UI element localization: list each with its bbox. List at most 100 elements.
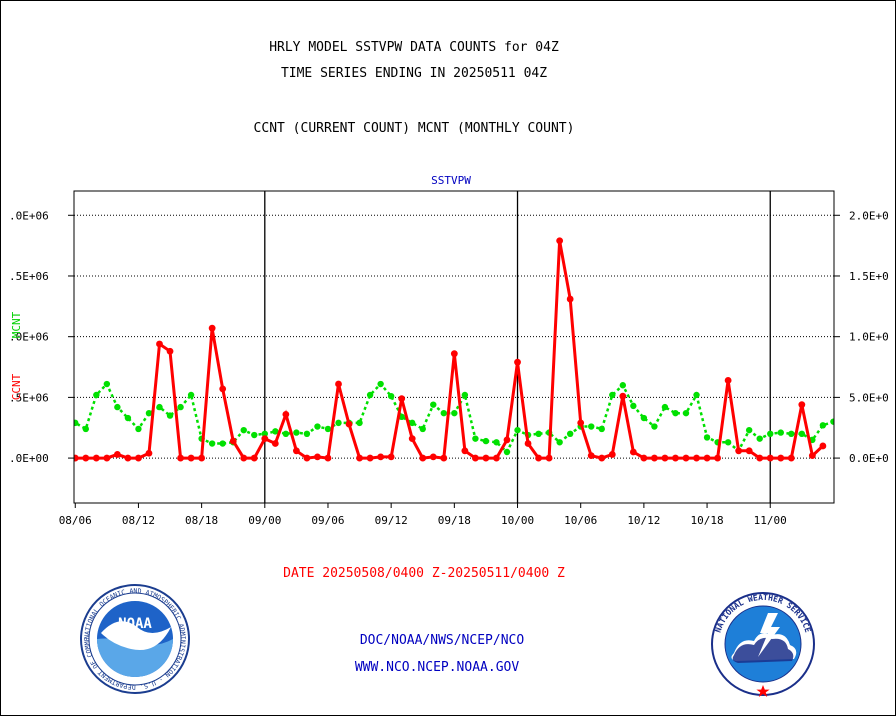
chart-title-line1: HRLY MODEL SSTVPW DATA COUNTS for 04Z xyxy=(269,40,559,55)
noaa-logo-center-text: NOAA xyxy=(118,616,152,632)
website-link[interactable]: WWW.NCO.NCEP.NOAA.GOV xyxy=(354,660,520,675)
data-point-ccnt xyxy=(282,410,290,418)
x-tick-label: 08/18 xyxy=(185,514,218,527)
data-point-mcnt xyxy=(566,430,574,438)
data-point-ccnt xyxy=(219,385,227,393)
data-point-mcnt xyxy=(251,431,258,439)
x-tick-label: 10/18 xyxy=(690,514,723,527)
data-point-ccnt xyxy=(113,451,121,458)
x-tick-label: 08/12 xyxy=(122,514,155,527)
data-point-mcnt xyxy=(356,419,363,427)
data-point-ccnt xyxy=(661,454,669,462)
data-point-ccnt xyxy=(103,454,111,462)
data-point-ccnt xyxy=(419,454,427,462)
data-point-mcnt xyxy=(788,430,795,438)
data-point-mcnt xyxy=(693,391,700,399)
data-point-mcnt xyxy=(777,429,784,436)
y-tick-label-left: .0E+06 xyxy=(9,209,49,222)
data-point-ccnt xyxy=(187,454,195,462)
data-point-mcnt xyxy=(830,418,834,425)
data-point-ccnt xyxy=(51,455,58,462)
date-range-label: DATE 20250508/0400 Z-20250511/0400 Z xyxy=(283,566,565,581)
data-point-ccnt xyxy=(398,395,406,402)
data-point-mcnt xyxy=(440,409,448,417)
data-point-ccnt xyxy=(682,454,690,462)
y-tick-label-right: 1.5E+0 xyxy=(849,270,889,283)
y-tick-label-right: 1.0E+0 xyxy=(849,331,889,344)
data-point-ccnt xyxy=(651,454,658,462)
data-point-mcnt xyxy=(703,434,711,441)
chart-subtitle: CCNT (CURRENT COUNT) MCNT (MONTHLY COUNT… xyxy=(253,121,575,136)
data-point-ccnt xyxy=(82,454,90,462)
nws-logo: NATIONAL WEATHER SERVICE xyxy=(711,592,815,697)
data-point-mcnt xyxy=(366,391,374,399)
data-point-ccnt xyxy=(135,454,142,462)
data-point-ccnt xyxy=(61,455,68,462)
data-point-ccnt xyxy=(461,447,469,455)
data-point-mcnt xyxy=(661,403,669,411)
data-point-ccnt xyxy=(124,454,132,462)
data-point-mcnt xyxy=(430,401,437,408)
x-tick-label: 10/06 xyxy=(564,514,597,527)
x-tick-label: 08/06 xyxy=(59,514,92,527)
data-point-mcnt xyxy=(819,422,827,429)
data-point-ccnt xyxy=(261,435,269,443)
data-point-mcnt xyxy=(272,428,279,435)
data-point-ccnt xyxy=(724,376,732,384)
data-point-ccnt xyxy=(566,295,574,303)
data-point-mcnt xyxy=(756,435,763,442)
data-point-ccnt xyxy=(271,440,279,447)
data-point-ccnt xyxy=(208,324,216,332)
data-point-mcnt xyxy=(767,430,774,438)
data-point-ccnt xyxy=(619,392,627,400)
data-point-mcnt xyxy=(187,391,195,399)
data-point-mcnt xyxy=(419,425,426,433)
data-point-ccnt xyxy=(314,453,321,461)
data-point-mcnt xyxy=(493,439,500,446)
data-point-mcnt xyxy=(166,412,174,419)
data-point-mcnt xyxy=(51,422,57,428)
data-point-ccnt xyxy=(608,451,616,458)
data-point-mcnt xyxy=(114,403,121,411)
data-point-mcnt xyxy=(124,414,132,422)
data-point-mcnt xyxy=(409,419,416,427)
data-point-mcnt xyxy=(62,423,68,429)
data-point-ccnt xyxy=(787,454,795,462)
data-point-ccnt xyxy=(198,454,206,462)
data-point-ccnt xyxy=(493,454,500,462)
data-point-ccnt xyxy=(798,401,806,409)
data-point-mcnt xyxy=(303,430,311,438)
data-point-ccnt xyxy=(156,340,163,348)
y-tick-label-left: .5E+06 xyxy=(9,270,49,283)
data-point-mcnt xyxy=(640,414,648,422)
data-point-ccnt xyxy=(735,447,743,455)
data-point-ccnt xyxy=(756,454,764,462)
x-tick-label: 10/12 xyxy=(627,514,660,527)
data-point-mcnt xyxy=(335,419,342,427)
data-point-ccnt xyxy=(472,454,479,462)
data-point-ccnt xyxy=(366,454,374,462)
data-point-mcnt xyxy=(503,448,511,456)
data-point-ccnt xyxy=(587,452,595,460)
data-point-ccnt xyxy=(145,449,153,457)
data-point-mcnt xyxy=(514,426,521,434)
data-point-ccnt xyxy=(819,442,827,450)
data-point-mcnt xyxy=(282,430,290,438)
data-point-mcnt xyxy=(156,403,163,411)
y-tick-label-right: 5.0E+0 xyxy=(849,391,889,404)
x-tick-label: 09/12 xyxy=(375,514,408,527)
data-point-ccnt xyxy=(703,454,711,462)
data-point-ccnt xyxy=(292,447,300,455)
data-point-ccnt xyxy=(387,453,395,461)
data-point-ccnt xyxy=(324,454,332,462)
data-point-mcnt xyxy=(240,426,247,434)
chart-title-line2: TIME SERIES ENDING IN 20250511 04Z xyxy=(280,66,548,81)
data-point-ccnt xyxy=(556,237,564,245)
y-tick-label-right: 2.0E+0 xyxy=(849,209,889,222)
data-point-ccnt xyxy=(440,454,448,462)
data-point-ccnt xyxy=(535,454,542,462)
data-point-ccnt xyxy=(714,454,721,462)
data-point-mcnt xyxy=(145,409,153,417)
data-point-ccnt xyxy=(524,440,532,447)
data-point-mcnt xyxy=(619,382,627,389)
